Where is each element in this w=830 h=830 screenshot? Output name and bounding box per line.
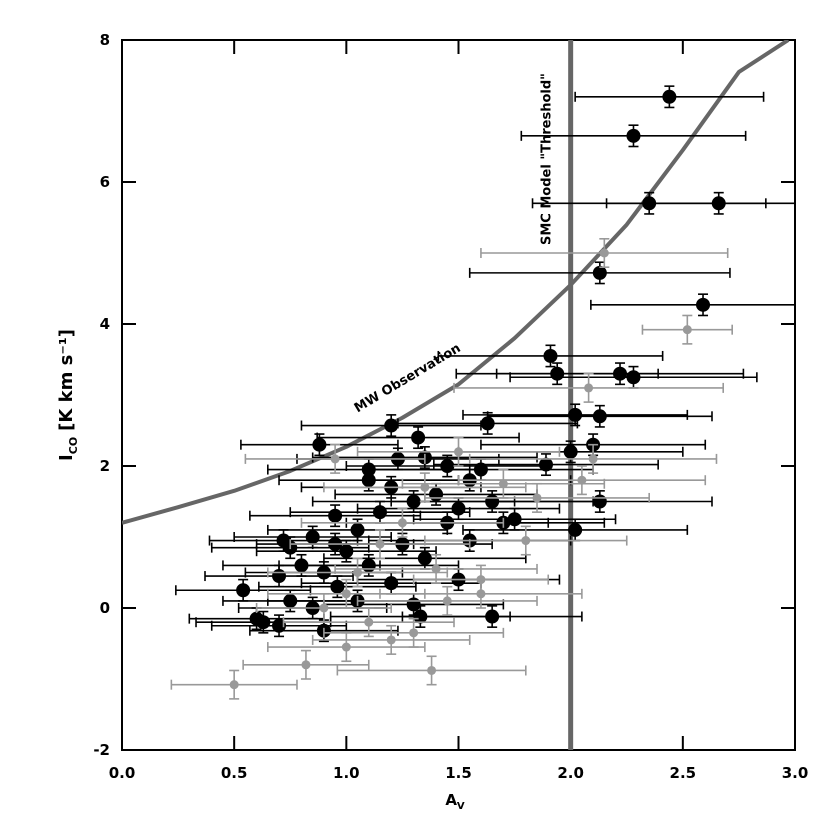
data-point	[406, 597, 421, 612]
data-point	[409, 628, 419, 638]
plot-area	[122, 40, 795, 750]
x-tick-label: 0.5	[221, 764, 248, 782]
data-point	[339, 544, 354, 559]
data-point	[682, 325, 692, 335]
data-point	[476, 589, 486, 599]
x-tick-label: 0.0	[109, 764, 136, 782]
data-point	[592, 409, 607, 424]
data-point	[384, 576, 399, 591]
data-point	[229, 680, 239, 690]
y-label-subscript: CO	[67, 437, 80, 454]
y-tick-label: 8	[100, 31, 110, 49]
data-point	[341, 589, 351, 599]
data-point	[353, 568, 363, 577]
curve-label: MW Observation	[352, 341, 464, 416]
data-point	[662, 89, 677, 104]
data-point	[599, 248, 609, 258]
data-point	[498, 479, 508, 489]
data-point	[480, 416, 495, 431]
data-point	[568, 522, 583, 537]
data-point	[626, 370, 641, 385]
data-point	[592, 494, 607, 509]
data-point	[696, 297, 711, 312]
x-tick-label: 3.0	[782, 764, 809, 782]
data-point	[563, 444, 578, 459]
x-tick-label: 1.0	[333, 764, 360, 782]
plot-frame	[121, 39, 796, 751]
x-axis-label: AV	[445, 791, 465, 812]
data-point	[417, 551, 432, 566]
data-point	[451, 501, 466, 516]
data-point	[386, 635, 396, 645]
data-point	[319, 603, 329, 613]
data-point	[420, 482, 430, 492]
data-point	[256, 615, 271, 630]
data-point	[711, 196, 726, 211]
data-point	[588, 454, 598, 464]
data-point	[427, 665, 437, 675]
x-tick-label: 2.5	[670, 764, 697, 782]
y-tick-label: -2	[93, 741, 110, 759]
y-axis-label: ICO [K km s⁻¹]	[56, 329, 80, 461]
data-point	[301, 660, 311, 670]
data-point	[397, 518, 407, 528]
data-point	[538, 457, 553, 472]
data-point	[372, 505, 387, 520]
data-point	[568, 407, 583, 422]
data-point	[543, 348, 558, 363]
data-point	[328, 508, 343, 523]
data-point	[330, 579, 345, 594]
y-tick-label: 6	[100, 173, 110, 191]
data-point	[406, 494, 421, 509]
y-label-symbol: I	[56, 454, 77, 461]
data-point	[613, 366, 628, 381]
data-point	[521, 536, 531, 546]
data-point	[272, 618, 287, 633]
data-point	[375, 539, 385, 549]
data-point	[384, 418, 399, 433]
data-point	[440, 459, 455, 473]
data-point	[592, 265, 607, 280]
y-tick-label: 0	[100, 599, 110, 617]
data-point	[429, 487, 444, 502]
data-point	[276, 533, 291, 548]
data-point	[330, 454, 340, 464]
data-point	[454, 447, 463, 457]
x-label-symbol: A	[445, 791, 457, 809]
data-point	[350, 522, 365, 537]
data-point	[361, 473, 376, 488]
data-point	[442, 596, 452, 606]
y-tick-label: 4	[100, 315, 110, 333]
data-point	[431, 564, 441, 574]
data-point	[577, 475, 587, 485]
data-point	[364, 617, 374, 627]
y-label-units: [K km s⁻¹]	[56, 329, 77, 431]
data-point	[361, 558, 376, 573]
data-point	[473, 462, 488, 477]
x-label-subscript: V	[457, 801, 465, 812]
data-point	[584, 383, 594, 393]
x-tick-label: 2.0	[557, 764, 584, 782]
x-tick-label: 1.5	[445, 764, 472, 782]
data-point	[532, 493, 542, 503]
data-point	[341, 642, 351, 652]
data-point	[411, 430, 426, 445]
data-point	[626, 128, 641, 143]
data-point	[236, 583, 251, 598]
threshold-label: SMC Model "Threshold"	[540, 73, 555, 245]
data-point	[312, 437, 327, 452]
mw-curve	[122, 40, 790, 525]
data-point	[272, 569, 287, 584]
data-point	[485, 609, 500, 624]
y-tick-label: 2	[100, 457, 110, 475]
